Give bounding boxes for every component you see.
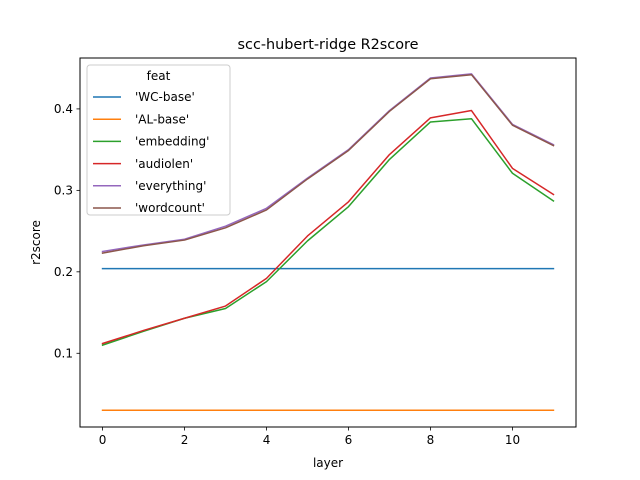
legend-label: 'AL-base' xyxy=(135,112,189,126)
series-line-5 xyxy=(101,73,555,254)
y-tick-label: 0.1 xyxy=(54,346,73,360)
legend-box xyxy=(86,64,231,216)
x-tick-label: 0 xyxy=(99,433,107,447)
x-tick-label: 6 xyxy=(345,433,353,447)
y-axis-ticks: 0.1 0.2 0.3 0.4 xyxy=(54,102,80,360)
x-axis-ticks: 0 2 4 6 8 10 xyxy=(99,427,520,447)
legend-label: 'WC-base' xyxy=(135,90,195,104)
y-tick-label: 0.2 xyxy=(54,265,73,279)
legend-label: 'embedding' xyxy=(135,135,209,149)
y-tick-label: 0.3 xyxy=(54,184,73,198)
legend: feat 'WC-base' 'AL-base' 'embedding' 'audio… xyxy=(86,64,231,216)
legend-label: 'audiolen' xyxy=(135,157,193,171)
plot-frame xyxy=(79,57,577,428)
series-line-3 xyxy=(101,109,555,345)
x-tick-label: 4 xyxy=(263,433,271,447)
x-axis-label: layer xyxy=(313,456,343,470)
x-tick-label: 8 xyxy=(427,433,435,447)
y-axis-label: r2score xyxy=(29,220,43,265)
legend-label: 'wordcount' xyxy=(135,201,205,215)
plot-lines xyxy=(101,73,555,412)
y-tick-label: 0.4 xyxy=(54,102,73,116)
x-tick-label: 2 xyxy=(181,433,189,447)
x-tick-label: 10 xyxy=(505,433,520,447)
chart-title: scc-hubert-ridge R2score xyxy=(238,37,419,53)
legend-label: 'everything' xyxy=(135,179,206,193)
legend-items: 'WC-base' 'AL-base' 'embedding' 'audiolen' '… xyxy=(93,90,209,215)
legend-title: feat xyxy=(147,69,171,83)
